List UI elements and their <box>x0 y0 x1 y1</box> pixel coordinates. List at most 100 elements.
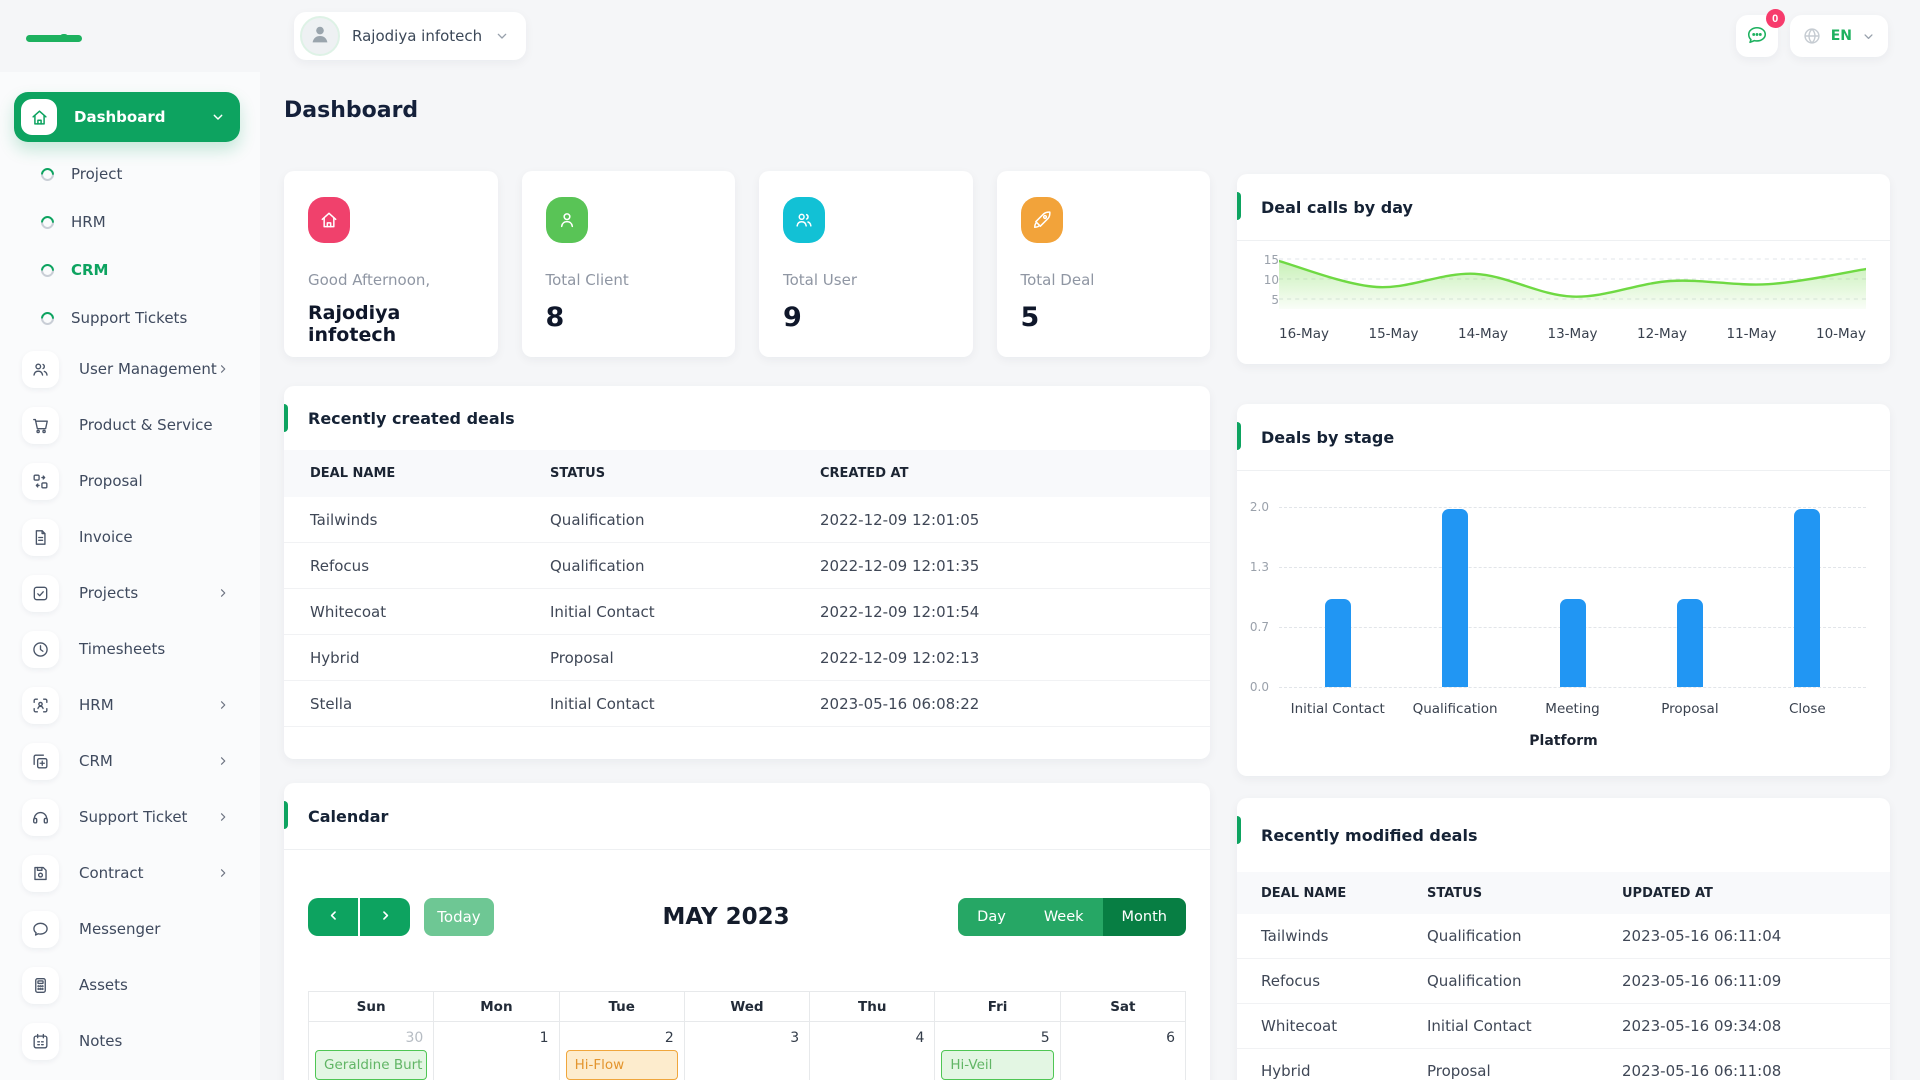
stat-label: Total Client <box>545 271 629 289</box>
sidebar-item-timesheets[interactable]: Timesheets <box>0 621 260 677</box>
bar-initial-contact <box>1324 599 1351 687</box>
sidebar-item-dashboard[interactable]: Dashboard <box>14 92 240 142</box>
sidebar-item-assets[interactable]: Assets <box>0 957 260 1013</box>
sidebar-item-label: Product & Service <box>79 416 213 434</box>
stat-card-total-client: Total Client 8 <box>521 171 735 357</box>
stat-label: Total User <box>783 271 857 289</box>
calendar-day-cell[interactable]: 2 Hi-Flow <box>558 1021 685 1080</box>
topbar-actions: 0 EN <box>1735 9 1888 57</box>
table-cell: 2023-05-16 06:08:22 <box>794 680 1210 727</box>
sidebar-item-hrm[interactable]: HRM <box>0 677 260 733</box>
calculator-icon <box>22 966 59 1004</box>
sidebar-item-support-tickets[interactable]: Support Tickets <box>0 294 260 342</box>
column-header: DEAL NAME <box>284 450 524 497</box>
calendar-toolbar: Today MAY 2023 Day Week Month <box>284 850 1210 936</box>
card-accent-bar <box>1237 192 1241 220</box>
y-tick-label: 10 <box>1263 273 1279 287</box>
weekday-header: Mon <box>433 991 560 1022</box>
calendar-prev-button[interactable] <box>308 898 358 936</box>
table-cell: Qualification <box>1403 958 1598 1004</box>
chevron-down-icon <box>210 109 226 125</box>
table-cell: Initial Contact <box>524 588 794 635</box>
calendar-day-cell[interactable]: 4 <box>809 1021 936 1080</box>
table-cell: Qualification <box>524 542 794 589</box>
right-column: Deal calls by day 15 10 5 16-May 15-May 14-M… <box>1237 174 1890 1080</box>
company-selector[interactable]: Rajodiya infotech <box>294 12 527 60</box>
card-title: Recently created deals <box>308 408 515 428</box>
language-selector[interactable]: EN <box>1789 15 1888 57</box>
calendar-event[interactable]: Hi-Flow <box>565 1050 678 1080</box>
sidebar-item-proposal[interactable]: Proposal <box>0 453 260 509</box>
sidebar-item-label: HRM <box>79 696 114 714</box>
users-icon <box>22 350 59 388</box>
sidebar-item-label: HRM <box>71 213 106 231</box>
sidebar-item-label: Support Ticket <box>79 808 188 826</box>
table-cell: Proposal <box>1403 1048 1598 1080</box>
calendar-view-toggle: Day Week Month <box>958 898 1186 936</box>
sidebar-item-projects[interactable]: Projects <box>0 565 260 621</box>
sidebar-item-crm[interactable]: CRM <box>0 733 260 789</box>
sidebar-item-messenger[interactable]: Messenger <box>0 901 260 957</box>
calendar-view-day-button[interactable]: Day <box>958 898 1025 936</box>
calendar-week-row: 30 Geraldine Burt 1 2 Hi-Flow 3 4 5 Hi-Veil 6 <box>307 1021 1187 1080</box>
sidebar-item-product-service[interactable]: Product & Service <box>0 397 260 453</box>
calendar-day-cell[interactable]: 6 <box>1059 1021 1187 1080</box>
calendar-today-button[interactable]: Today <box>424 898 494 936</box>
company-avatar <box>300 16 340 56</box>
calendar-month-title: MAY 2023 <box>662 904 790 930</box>
company-name: Rajodiya infotech <box>352 27 483 45</box>
card-accent-bar <box>284 801 288 829</box>
table-cell: 2022-12-09 12:01:05 <box>794 497 1210 543</box>
sidebar-item-label: Invoice <box>79 528 133 546</box>
table-cell: Tailwinds <box>1237 914 1403 959</box>
x-tick-label: 12-May <box>1637 326 1687 342</box>
sidebar-item-label: Project <box>71 165 123 183</box>
table-cell: Qualification <box>524 497 794 543</box>
chevron-left-icon <box>326 908 341 926</box>
calendar-day-cell[interactable]: 3 <box>683 1021 811 1080</box>
main-content: Dashboard Good Afternoon, Rajodiya infote… <box>284 72 1210 1080</box>
x-tick-label: 10-May <box>1816 326 1866 342</box>
sidebar-item-label: Support Tickets <box>71 309 188 327</box>
calendar-next-button[interactable] <box>360 898 410 936</box>
clock-icon <box>22 630 59 668</box>
sidebar-item-notes[interactable]: Notes <box>0 1013 260 1069</box>
chevron-right-icon <box>216 698 230 712</box>
calendar-day-cell[interactable]: 1 <box>433 1021 560 1080</box>
weekday-header: Sun <box>307 991 435 1022</box>
table-cell: 2023-05-16 06:11:04 <box>1598 914 1890 959</box>
table-cell: Initial Contact <box>524 680 794 727</box>
y-tick-label: 0.0 <box>1249 680 1269 694</box>
sidebar-menu: User Management Product & Service Proposal… <box>0 341 260 1069</box>
calendar-event[interactable]: Hi-Veil <box>941 1050 1054 1080</box>
sidebar-item-project[interactable]: Project <box>0 150 260 198</box>
sidebar-item-support-ticket[interactable]: Support Ticket <box>0 789 260 845</box>
calendar-nav-group <box>308 898 410 936</box>
invoice-icon <box>22 518 59 556</box>
calendar-view-month-button[interactable]: Month <box>1102 898 1186 936</box>
sidebar-item-invoice[interactable]: Invoice <box>0 509 260 565</box>
sidebar-item-contract[interactable]: Contract <box>0 845 260 901</box>
table-header-row: DEAL NAME STATUS CREATED AT <box>284 450 1210 497</box>
sidebar-item-hrm[interactable]: HRM <box>0 198 260 246</box>
headset-icon <box>22 798 59 836</box>
deals-by-stage-card: Deals by stage 2.0 1.3 0.7 0.0 Initial Cont… <box>1237 404 1890 776</box>
sidebar-item-label: CRM <box>79 752 113 770</box>
weekday-header: Wed <box>683 991 811 1022</box>
chevron-right-icon <box>216 362 230 376</box>
calendar-view-week-button[interactable]: Week <box>1024 898 1103 936</box>
hrm-icon <box>22 686 59 724</box>
table-cell: Stella <box>284 680 524 727</box>
table-row: Hybrid Proposal 2023-05-16 06:11:08 <box>1237 1048 1890 1080</box>
table-row: Tailwinds Qualification 2023-05-16 06:11:0… <box>1237 914 1890 959</box>
calendar-day-cell[interactable]: 30 Geraldine Burt <box>307 1021 435 1080</box>
sidebar-item-crm[interactable]: CRM <box>0 246 260 294</box>
calendar-event[interactable]: Geraldine Burt <box>315 1050 428 1080</box>
table-row: Refocus Qualification 2023-05-16 06:11:09 <box>1237 958 1890 1004</box>
calendar-day-cell[interactable]: 5 Hi-Veil <box>934 1021 1061 1080</box>
sidebar-item-user-management[interactable]: User Management <box>0 341 260 397</box>
messages-button[interactable]: 0 <box>1735 9 1785 57</box>
bar-meeting <box>1559 599 1586 687</box>
home-icon <box>308 197 350 243</box>
stat-value: Rajodiya infotech <box>308 302 401 346</box>
